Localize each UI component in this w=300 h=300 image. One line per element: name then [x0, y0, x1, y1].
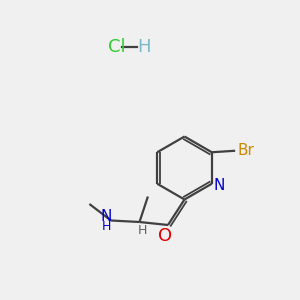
Text: N: N [214, 178, 225, 193]
Text: H: H [101, 220, 111, 233]
Text: H: H [137, 38, 151, 56]
Text: Cl: Cl [108, 38, 126, 56]
Text: O: O [158, 227, 172, 245]
Text: H: H [138, 224, 147, 237]
Text: Br: Br [237, 143, 254, 158]
Text: N: N [100, 209, 112, 224]
